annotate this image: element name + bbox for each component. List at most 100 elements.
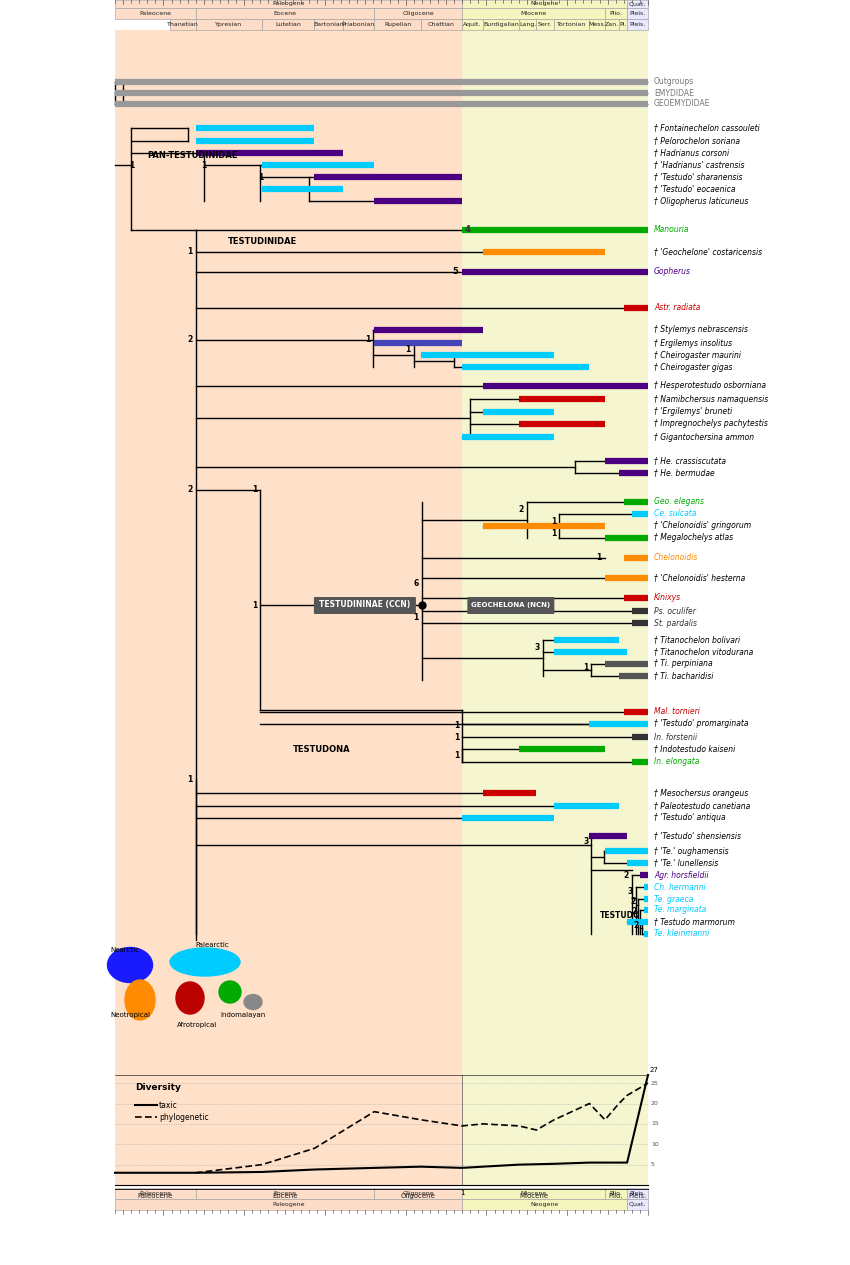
Text: Burdigalian: Burdigalian bbox=[483, 22, 518, 27]
Text: GEOCHELONA (NCN): GEOCHELONA (NCN) bbox=[471, 602, 550, 608]
Bar bbox=[462, 0, 627, 8]
Bar bbox=[536, 19, 554, 30]
Text: † Paleotestudo canetiana: † Paleotestudo canetiana bbox=[654, 802, 751, 811]
Text: Mal. tornieri: Mal. tornieri bbox=[654, 707, 700, 716]
Bar bbox=[627, 8, 648, 19]
Text: 1: 1 bbox=[551, 516, 556, 525]
Text: Paleocene: Paleocene bbox=[138, 1193, 173, 1199]
Text: Lang.: Lang. bbox=[519, 22, 536, 27]
Bar bbox=[196, 1188, 374, 1199]
Text: 1: 1 bbox=[414, 612, 419, 621]
Text: † Mesochersus orangeus: † Mesochersus orangeus bbox=[654, 788, 748, 797]
Bar bbox=[590, 19, 605, 30]
Text: Pi.: Pi. bbox=[620, 22, 626, 27]
Bar bbox=[115, 8, 196, 19]
Text: Kinixys: Kinixys bbox=[654, 593, 681, 602]
Text: † 'Chelonoidis' gringorum: † 'Chelonoidis' gringorum bbox=[654, 521, 751, 530]
Bar bbox=[462, 1188, 605, 1199]
Text: † Gigantochersina ammon: † Gigantochersina ammon bbox=[654, 433, 754, 441]
Text: 5: 5 bbox=[651, 1163, 654, 1168]
Text: † Fontainechelon cassouleti: † Fontainechelon cassouleti bbox=[654, 124, 760, 133]
Text: Chelonoidis: Chelonoidis bbox=[654, 554, 699, 563]
Text: Ch. hermanni: Ch. hermanni bbox=[654, 883, 705, 892]
Text: 1: 1 bbox=[551, 530, 556, 539]
Text: Paleocene: Paleocene bbox=[139, 1192, 172, 1195]
Text: Miocene: Miocene bbox=[518, 1193, 548, 1199]
Text: Neotropical: Neotropical bbox=[110, 1012, 150, 1018]
Bar bbox=[627, 1188, 648, 1199]
Bar bbox=[462, 1199, 627, 1211]
Text: 27: 27 bbox=[650, 1066, 659, 1073]
Text: Bartonian: Bartonian bbox=[314, 22, 344, 27]
Text: † 'Te.' oughamensis: † 'Te.' oughamensis bbox=[654, 846, 728, 855]
Text: † 'Ergilemys' bruneti: † 'Ergilemys' bruneti bbox=[654, 407, 732, 416]
Text: 1: 1 bbox=[188, 248, 193, 257]
Bar bbox=[343, 19, 374, 30]
Text: Eocene: Eocene bbox=[272, 1193, 298, 1199]
Ellipse shape bbox=[244, 994, 262, 1009]
Text: Neogene: Neogene bbox=[530, 1, 558, 6]
FancyBboxPatch shape bbox=[314, 597, 416, 614]
Text: 1: 1 bbox=[252, 486, 258, 495]
Bar bbox=[196, 8, 374, 19]
Bar bbox=[115, 0, 462, 8]
Text: † 'Te.' lunellensis: † 'Te.' lunellensis bbox=[654, 859, 718, 868]
Text: 1: 1 bbox=[454, 732, 459, 741]
Text: † 'Chelonoidis' hesterna: † 'Chelonoidis' hesterna bbox=[654, 573, 745, 582]
Text: Nearctic: Nearctic bbox=[110, 947, 139, 953]
Bar bbox=[262, 19, 314, 30]
Text: Te. graeca: Te. graeca bbox=[654, 894, 694, 903]
Text: † Impregnochelys pachytestis: † Impregnochelys pachytestis bbox=[654, 420, 768, 429]
Text: Tortonian: Tortonian bbox=[557, 22, 586, 27]
Text: 1: 1 bbox=[460, 1190, 464, 1195]
Text: Ps. oculifer: Ps. oculifer bbox=[654, 606, 696, 616]
Text: † 'Testudo' shensiensis: † 'Testudo' shensiensis bbox=[654, 831, 741, 840]
Text: Manouria: Manouria bbox=[654, 225, 689, 234]
Text: Eocene: Eocene bbox=[274, 1192, 297, 1195]
Bar bbox=[462, 30, 850, 1185]
Bar bbox=[627, 19, 648, 30]
Text: † 'Hadrianus' castrensis: † 'Hadrianus' castrensis bbox=[654, 161, 745, 170]
Text: 1: 1 bbox=[252, 601, 258, 610]
Text: Te. kleinmanni: Te. kleinmanni bbox=[654, 930, 709, 939]
Text: † 'Testudo' sharanensis: † 'Testudo' sharanensis bbox=[654, 172, 743, 181]
Ellipse shape bbox=[176, 982, 204, 1015]
Text: Oligocene: Oligocene bbox=[402, 11, 434, 16]
Text: Agr. horsfieldii: Agr. horsfieldii bbox=[654, 870, 709, 879]
Bar bbox=[554, 19, 590, 30]
Text: † Cheirogaster gigas: † Cheirogaster gigas bbox=[654, 363, 733, 372]
Bar bbox=[374, 8, 462, 19]
Ellipse shape bbox=[107, 947, 152, 983]
Text: † Namibchersus namaquensis: † Namibchersus namaquensis bbox=[654, 395, 768, 404]
Text: 1: 1 bbox=[454, 721, 459, 730]
Text: † Titanochelon bolivari: † Titanochelon bolivari bbox=[654, 635, 740, 644]
Text: Thanetian: Thanetian bbox=[167, 22, 199, 27]
Bar bbox=[519, 19, 536, 30]
Text: Rupelian: Rupelian bbox=[384, 22, 411, 27]
Text: † Cheirogaster maurini: † Cheirogaster maurini bbox=[654, 350, 741, 359]
Text: Geo. elegans: Geo. elegans bbox=[654, 497, 704, 506]
Text: Paleocene: Paleocene bbox=[139, 11, 172, 16]
Bar bbox=[483, 19, 519, 30]
Text: Afrotropical: Afrotropical bbox=[177, 1022, 218, 1028]
Bar bbox=[462, 1075, 648, 1185]
Bar bbox=[648, 0, 850, 1265]
Text: 1: 1 bbox=[258, 172, 264, 181]
Bar bbox=[374, 19, 421, 30]
Text: Paleogene: Paleogene bbox=[272, 1202, 305, 1207]
Bar bbox=[605, 19, 619, 30]
Bar bbox=[462, 19, 483, 30]
Text: 1: 1 bbox=[188, 774, 193, 783]
Bar bbox=[196, 19, 262, 30]
Text: Oligocene: Oligocene bbox=[400, 1193, 435, 1199]
Text: † Ergilemys insolitus: † Ergilemys insolitus bbox=[654, 339, 732, 348]
Text: † Testudo marmorum: † Testudo marmorum bbox=[654, 917, 735, 926]
Text: Lutetian: Lutetian bbox=[275, 22, 301, 27]
Text: TESTUDININAE (CCN): TESTUDININAE (CCN) bbox=[320, 601, 411, 610]
Text: TESTUDINIDAE: TESTUDINIDAE bbox=[228, 238, 298, 247]
Text: Zan.: Zan. bbox=[605, 22, 619, 27]
Text: † Ti. bacharidisi: † Ti. bacharidisi bbox=[654, 672, 713, 681]
Text: 2: 2 bbox=[633, 921, 638, 930]
Text: Miocene: Miocene bbox=[520, 11, 547, 16]
Text: Ce. sulcata: Ce. sulcata bbox=[654, 510, 696, 519]
